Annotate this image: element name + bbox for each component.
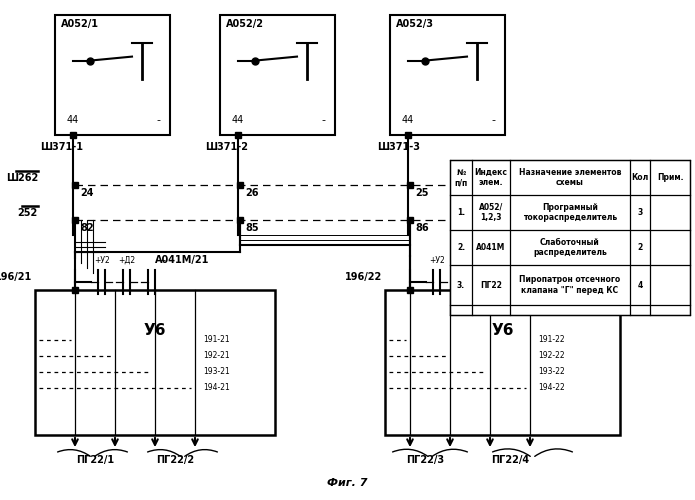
Text: А052/
1,2,3: А052/ 1,2,3: [479, 203, 503, 222]
Bar: [55, 15, 170, 135]
Text: 1.: 1.: [457, 208, 465, 217]
Text: 193-22: 193-22: [538, 368, 565, 376]
Bar: [385, 290, 620, 435]
Text: 196/22: 196/22: [345, 272, 382, 282]
Text: А052/1: А052/1: [61, 19, 99, 29]
Text: -: -: [321, 115, 325, 125]
Text: Ш371-3: Ш371-3: [377, 142, 420, 152]
Text: У6: У6: [491, 323, 514, 338]
Text: -: -: [491, 115, 495, 125]
Text: 24: 24: [80, 188, 94, 198]
Text: Ш262: Ш262: [6, 173, 38, 183]
Text: ПГ22/4: ПГ22/4: [491, 455, 529, 465]
Text: 252: 252: [18, 208, 38, 218]
Text: +Д2: +Д2: [118, 256, 136, 265]
Text: 82: 82: [80, 223, 94, 233]
Text: ПГ22/1: ПГ22/1: [76, 455, 114, 465]
Text: +Д2: +Д2: [453, 256, 471, 265]
Text: А041М/22: А041М/22: [500, 255, 555, 265]
Bar: [220, 15, 335, 135]
Text: Програмный
токораспределитель: Програмный токораспределитель: [523, 203, 617, 222]
Text: 194-21: 194-21: [203, 384, 230, 392]
Text: А041М/21: А041М/21: [155, 255, 209, 265]
Text: --: --: [160, 255, 167, 265]
Bar: [450, 160, 690, 315]
Text: 191-22: 191-22: [538, 336, 564, 344]
Text: А052/2: А052/2: [226, 19, 264, 29]
Text: 192-22: 192-22: [538, 352, 564, 360]
Text: №
п/п: № п/п: [455, 168, 468, 187]
Text: 85: 85: [245, 223, 259, 233]
Text: 26: 26: [245, 188, 259, 198]
Text: 3.: 3.: [457, 280, 465, 289]
Text: 193-21: 193-21: [203, 368, 230, 376]
Text: Ш371-2: Ш371-2: [205, 142, 248, 152]
Text: 44: 44: [232, 115, 244, 125]
Text: ПГ22/2: ПГ22/2: [156, 455, 194, 465]
Text: 191-21: 191-21: [203, 336, 229, 344]
Text: 196/21: 196/21: [0, 272, 32, 282]
Text: Прим.: Прим.: [657, 173, 683, 182]
Text: ПГ22/3: ПГ22/3: [406, 455, 444, 465]
Text: -: -: [156, 115, 160, 125]
Text: Слаботочный
распределитель: Слаботочный распределитель: [533, 238, 607, 257]
Text: 2.: 2.: [457, 243, 465, 252]
Text: Назначение элементов
схемы: Назначение элементов схемы: [518, 168, 621, 187]
Bar: [35, 290, 275, 435]
Text: Индекс
элем.: Индекс элем.: [475, 168, 507, 187]
Text: 44: 44: [402, 115, 414, 125]
Text: 25: 25: [415, 188, 429, 198]
Text: 3: 3: [637, 208, 643, 217]
Text: Пиропатрон отсечного
клапана "Г" перед КС: Пиропатрон отсечного клапана "Г" перед К…: [519, 276, 621, 294]
Text: 194-22: 194-22: [538, 384, 565, 392]
Text: Фиг. 7: Фиг. 7: [327, 478, 367, 488]
Text: Ш371-1: Ш371-1: [40, 142, 83, 152]
Text: 2: 2: [637, 243, 643, 252]
Text: 86: 86: [415, 223, 429, 233]
Text: А052/3: А052/3: [396, 19, 434, 29]
Text: ПГ22: ПГ22: [480, 280, 502, 289]
Text: У6: У6: [144, 323, 166, 338]
Text: А041М: А041М: [476, 243, 506, 252]
Text: --: --: [495, 255, 502, 265]
Bar: [390, 15, 505, 135]
Text: Кол: Кол: [631, 173, 648, 182]
Text: +У2: +У2: [429, 256, 445, 265]
Text: +У2: +У2: [94, 256, 110, 265]
Text: 192-21: 192-21: [203, 352, 229, 360]
Text: 44: 44: [67, 115, 79, 125]
Text: 4: 4: [637, 280, 643, 289]
